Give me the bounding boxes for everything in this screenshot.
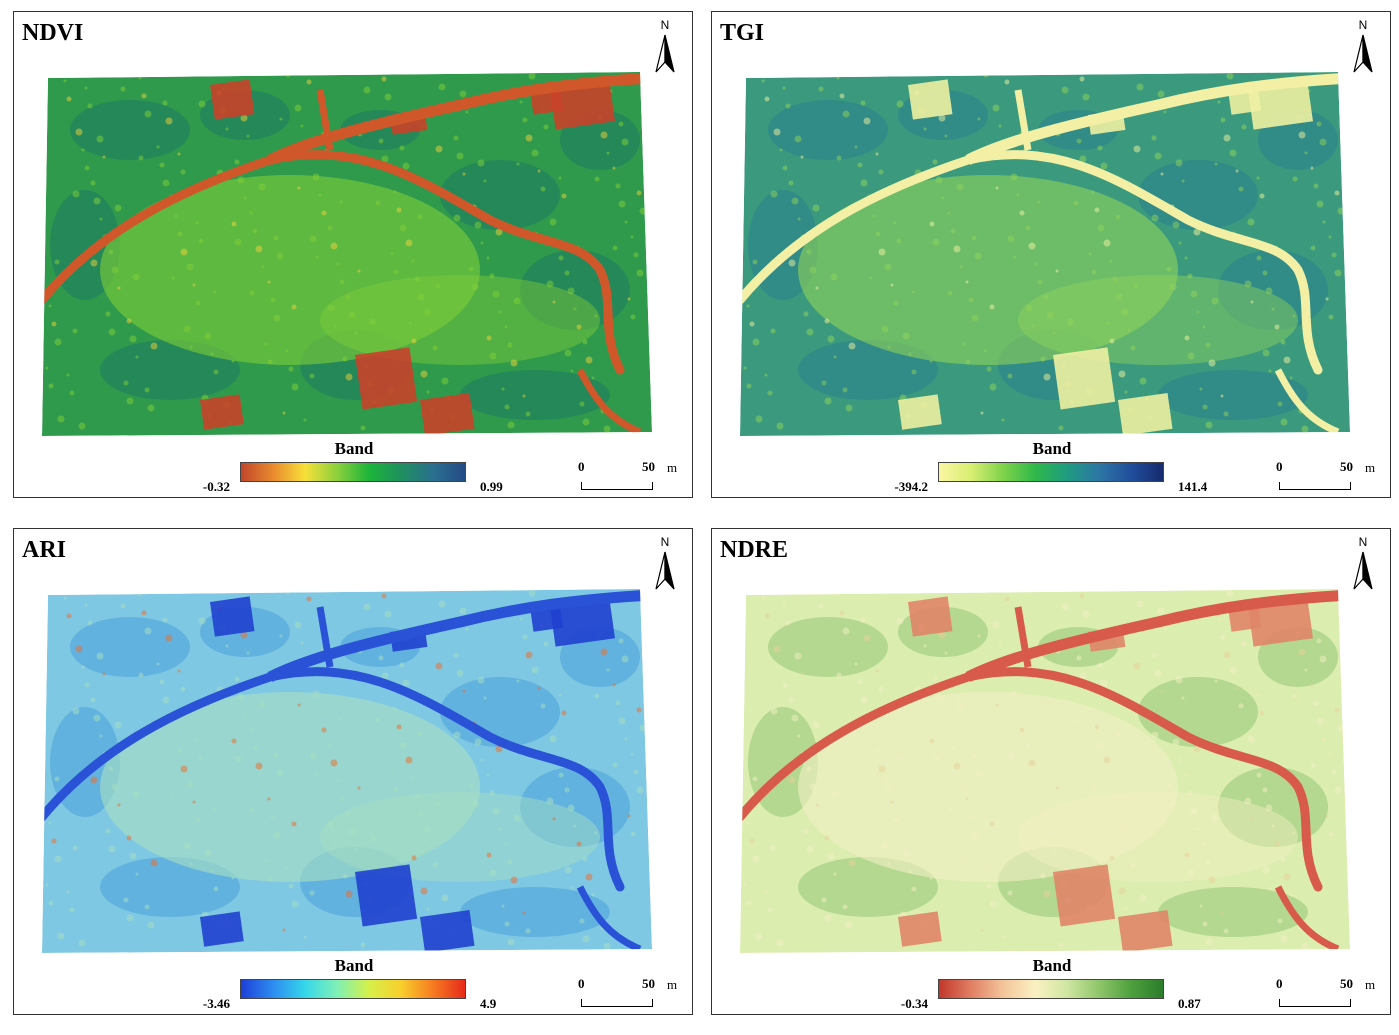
legend-title: Band (1032, 956, 1072, 975)
ndvi-raster-map (42, 72, 652, 436)
tgi-raster-map (740, 72, 1350, 436)
north-label: N (660, 535, 670, 549)
north-label: N (660, 18, 670, 32)
legend-title: Band (1032, 439, 1072, 458)
scale-end-label: 50 (642, 459, 655, 474)
panel-title: NDVI (22, 20, 84, 46)
scale-unit-label: m (667, 977, 678, 992)
north-label: N (1358, 18, 1368, 32)
scale-unit-label: m (1365, 460, 1376, 475)
color-ramp-bar (240, 462, 466, 482)
scale-bar (581, 999, 653, 1007)
north-arrow-icon: N (1348, 535, 1378, 593)
ndvi-panel: NDVI N Band -0.32 0.99 0 50 m (13, 11, 693, 498)
legend-min-label: -3.46 (202, 996, 230, 1011)
north-arrow-icon: N (650, 535, 680, 593)
ndre-raster-map (740, 589, 1350, 953)
legend-title: Band (334, 956, 374, 975)
legend-min-label: -0.34 (900, 996, 928, 1011)
scale-bar (1279, 999, 1351, 1007)
tgi-panel: TGI N Band -394.2 141.4 0 50 m (711, 11, 1391, 498)
north-arrow-icon: N (650, 18, 680, 76)
legend-max-label: 0.99 (480, 479, 503, 494)
scale-unit-label: m (1365, 977, 1376, 992)
legend-max-label: 141.4 (1178, 479, 1208, 494)
color-ramp-bar (240, 979, 466, 999)
scale-bar (581, 482, 653, 490)
scale-end-label: 50 (1340, 976, 1353, 991)
north-label: N (1358, 535, 1368, 549)
ndre-panel: NDRE N Band -0.34 0.87 0 50 m (711, 528, 1391, 1015)
panel-title: TGI (720, 20, 765, 46)
legend-title: Band (334, 439, 374, 458)
scale-start-label: 0 (578, 976, 585, 991)
scale-end-label: 50 (642, 976, 655, 991)
scale-bar (1279, 482, 1351, 490)
legend-min-label: -394.2 (894, 479, 928, 494)
legend-max-label: 4.9 (480, 996, 497, 1011)
scale-unit-label: m (667, 460, 678, 475)
ari-panel: ARI N Band -3.46 4.9 0 50 m (13, 528, 693, 1015)
panel-title: ARI (22, 537, 67, 563)
ari-raster-map (42, 589, 652, 953)
panel-title: NDRE (720, 537, 789, 563)
north-arrow-icon: N (1348, 18, 1378, 76)
color-ramp-bar (938, 979, 1164, 999)
scale-start-label: 0 (578, 459, 585, 474)
scale-start-label: 0 (1276, 459, 1283, 474)
scale-end-label: 50 (1340, 459, 1353, 474)
scale-start-label: 0 (1276, 976, 1283, 991)
legend-min-label: -0.32 (202, 479, 230, 494)
color-ramp-bar (938, 462, 1164, 482)
legend-max-label: 0.87 (1178, 996, 1201, 1011)
